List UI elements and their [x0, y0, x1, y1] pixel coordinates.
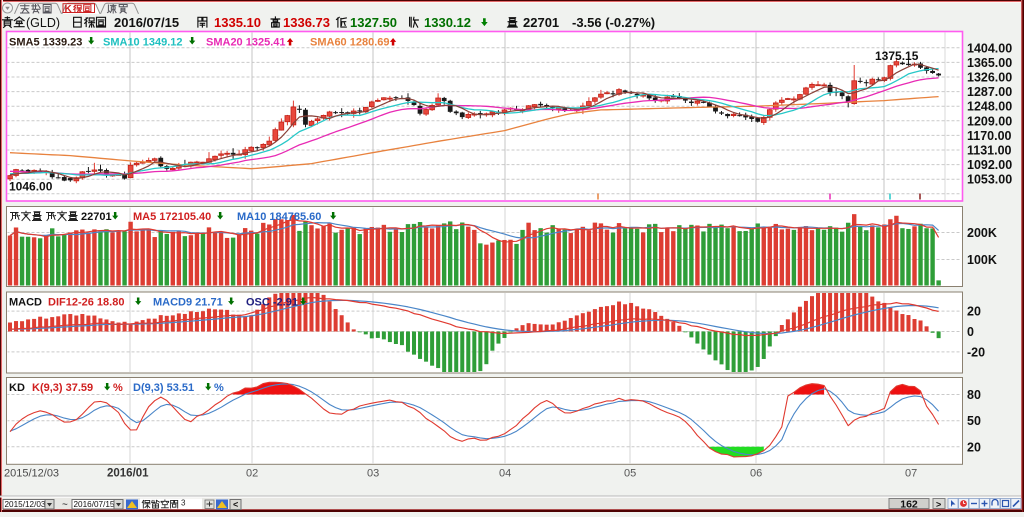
svg-text:05: 05: [624, 468, 636, 480]
svg-text:1336.73: 1336.73: [283, 15, 330, 30]
svg-text:1375.15: 1375.15: [875, 49, 919, 63]
svg-text:%: %: [214, 382, 224, 394]
svg-text:1046.00: 1046.00: [9, 180, 53, 194]
svg-text:D(9,3) 53.51: D(9,3) 53.51: [133, 382, 194, 394]
svg-text:03: 03: [367, 468, 379, 480]
svg-text:MACD: MACD: [9, 296, 42, 308]
svg-text:%: %: [113, 382, 123, 394]
svg-text:2015/12/03: 2015/12/03: [5, 500, 46, 509]
svg-text:1209.00: 1209.00: [967, 114, 1012, 128]
svg-text:(GLD): (GLD): [26, 16, 60, 30]
svg-text:1131.00: 1131.00: [967, 144, 1012, 158]
svg-text:2015/12/03: 2015/12/03: [4, 468, 59, 480]
svg-text:162: 162: [900, 498, 918, 510]
svg-text:K: K: [65, 4, 73, 15]
svg-text:06: 06: [750, 468, 762, 480]
svg-text:07: 07: [905, 468, 917, 480]
svg-text:1248.00: 1248.00: [967, 100, 1012, 114]
svg-text:DIF12-26 18.80: DIF12-26 18.80: [48, 296, 124, 308]
svg-text:OSC -2.91: OSC -2.91: [246, 296, 298, 308]
svg-text:50: 50: [967, 414, 981, 428]
svg-text:0: 0: [967, 325, 974, 339]
svg-text:~: ~: [62, 500, 68, 511]
svg-text:1326.00: 1326.00: [967, 71, 1012, 85]
svg-text:-3.56 (-0.27%): -3.56 (-0.27%): [572, 15, 655, 30]
svg-text:2016/07/15: 2016/07/15: [74, 500, 115, 509]
svg-text:K(9,3) 37.59: K(9,3) 37.59: [32, 382, 93, 394]
svg-text:2016/01: 2016/01: [107, 468, 149, 480]
svg-text:1287.00: 1287.00: [967, 85, 1012, 99]
svg-text:<: <: [233, 500, 238, 510]
svg-text:1404.00: 1404.00: [967, 41, 1012, 55]
svg-text:1327.50: 1327.50: [350, 15, 397, 30]
svg-text:MA10 184785.60: MA10 184785.60: [237, 211, 321, 223]
svg-text:SMA10 1349.12: SMA10 1349.12: [103, 36, 183, 48]
svg-text:1335.10: 1335.10: [214, 15, 261, 30]
svg-text:2016/07/15: 2016/07/15: [114, 15, 179, 30]
svg-text:20: 20: [967, 305, 981, 319]
svg-text:>: >: [936, 499, 941, 509]
svg-text:02: 02: [246, 468, 258, 480]
svg-text:22701: 22701: [81, 211, 112, 223]
svg-text:1092.00: 1092.00: [967, 158, 1012, 172]
svg-text:200K: 200K: [967, 226, 997, 240]
svg-text:-20: -20: [967, 345, 985, 359]
svg-text:22701: 22701: [523, 15, 559, 30]
svg-text:3: 3: [181, 499, 186, 508]
svg-text:80: 80: [967, 388, 981, 402]
svg-text:1330.12: 1330.12: [424, 15, 471, 30]
svg-text:MA5 172105.40: MA5 172105.40: [133, 211, 211, 223]
svg-text:100K: 100K: [967, 253, 997, 267]
svg-text:SMA60 1280.69: SMA60 1280.69: [310, 36, 390, 48]
svg-text:MACD9 21.71: MACD9 21.71: [153, 296, 223, 308]
svg-text:1053.00: 1053.00: [967, 173, 1012, 187]
svg-text:20: 20: [967, 440, 981, 454]
svg-text:SMA20 1325.41: SMA20 1325.41: [206, 36, 286, 48]
svg-text:04: 04: [499, 468, 511, 480]
svg-text:SMA5 1339.23: SMA5 1339.23: [9, 36, 82, 48]
svg-text:1170.00: 1170.00: [967, 129, 1012, 143]
svg-text:1365.00: 1365.00: [967, 56, 1012, 70]
svg-text:KD: KD: [9, 382, 25, 394]
